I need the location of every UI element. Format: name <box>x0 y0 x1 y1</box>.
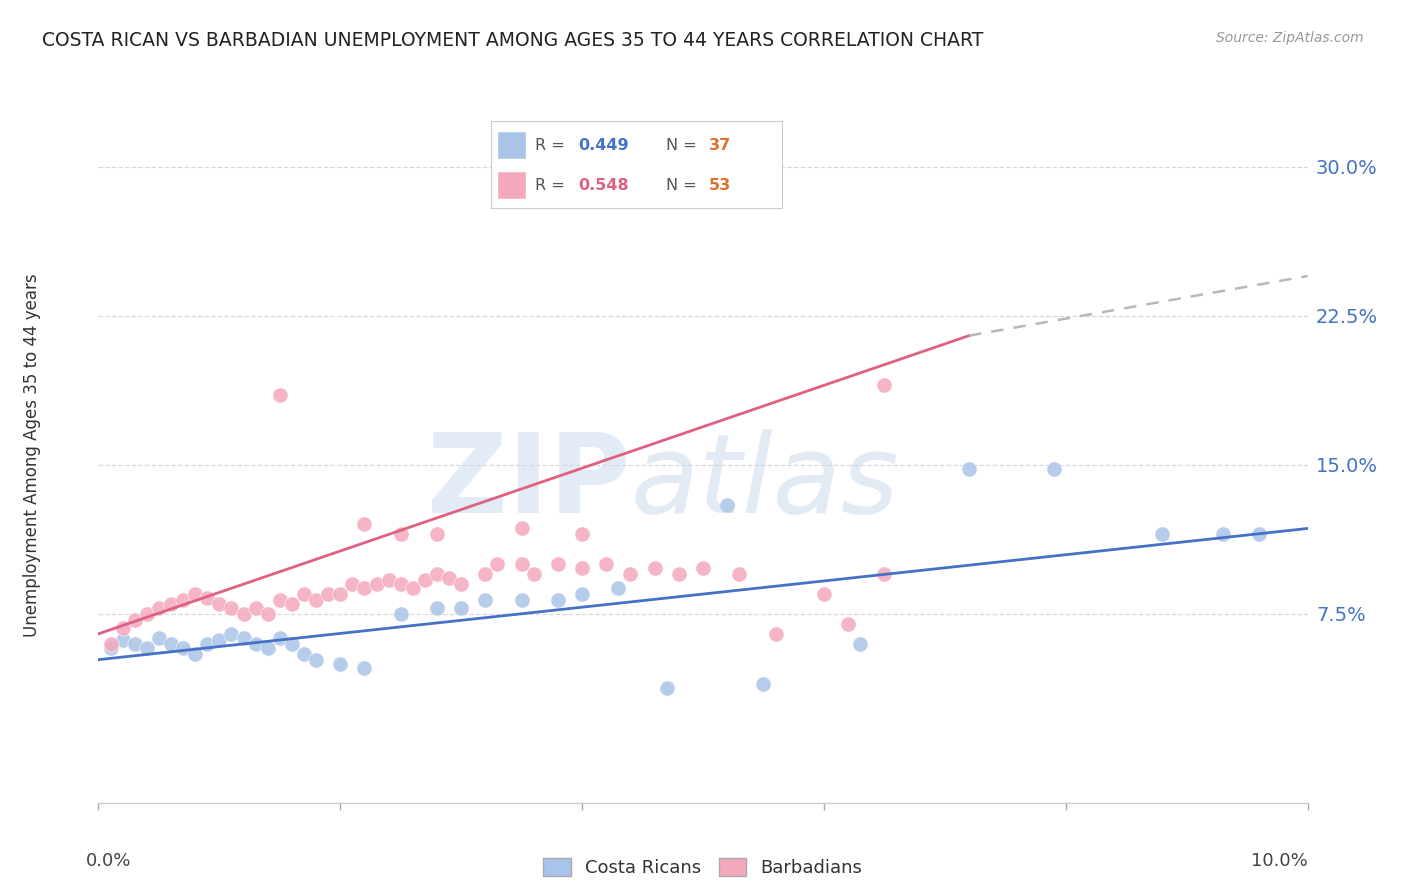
Text: COSTA RICAN VS BARBADIAN UNEMPLOYMENT AMONG AGES 35 TO 44 YEARS CORRELATION CHAR: COSTA RICAN VS BARBADIAN UNEMPLOYMENT AM… <box>42 31 984 50</box>
Point <box>510 593 533 607</box>
Point <box>813 587 835 601</box>
Point <box>208 632 231 647</box>
Point <box>111 621 134 635</box>
Point <box>221 601 243 615</box>
Point <box>413 573 436 587</box>
Point <box>195 591 218 605</box>
Point <box>316 587 339 601</box>
Point <box>450 601 472 615</box>
Point <box>111 632 134 647</box>
Point <box>547 593 569 607</box>
Point <box>765 627 787 641</box>
Point <box>135 607 157 621</box>
Point <box>124 613 146 627</box>
Point <box>957 462 980 476</box>
Point <box>437 571 460 585</box>
Point <box>100 637 122 651</box>
Point <box>148 631 170 645</box>
Point <box>281 597 304 611</box>
Point <box>668 567 690 582</box>
Point <box>124 637 146 651</box>
Point <box>619 567 641 582</box>
Point <box>728 567 751 582</box>
Point <box>837 616 859 631</box>
Point <box>752 676 775 690</box>
Point <box>366 577 388 591</box>
Point <box>256 640 278 655</box>
Point <box>389 577 412 591</box>
Point <box>269 388 291 402</box>
Point <box>135 640 157 655</box>
Point <box>342 577 364 591</box>
Point <box>389 607 412 621</box>
Point <box>426 601 449 615</box>
Point <box>292 647 315 661</box>
Point <box>184 587 207 601</box>
Point <box>269 593 291 607</box>
Point <box>160 597 183 611</box>
Point <box>426 567 449 582</box>
Point <box>305 653 328 667</box>
Point <box>523 567 546 582</box>
Point <box>329 587 352 601</box>
Point <box>353 517 375 532</box>
Point <box>486 558 509 572</box>
Point <box>655 681 678 695</box>
Text: Unemployment Among Ages 35 to 44 years: Unemployment Among Ages 35 to 44 years <box>22 273 41 637</box>
Point <box>377 573 399 587</box>
Point <box>353 581 375 595</box>
Point <box>329 657 352 671</box>
Point <box>292 587 315 601</box>
Point <box>402 581 425 595</box>
Point <box>281 637 304 651</box>
Point <box>873 378 896 392</box>
Text: Source: ZipAtlas.com: Source: ZipAtlas.com <box>1216 31 1364 45</box>
Point <box>595 558 617 572</box>
Point <box>607 581 630 595</box>
Point <box>571 561 593 575</box>
Text: ZIP: ZIP <box>427 429 630 536</box>
Point <box>571 527 593 541</box>
Point <box>1249 527 1271 541</box>
Point <box>644 561 666 575</box>
Point <box>172 593 194 607</box>
Point <box>474 593 496 607</box>
Point <box>450 577 472 591</box>
Point <box>245 601 267 615</box>
Point <box>100 640 122 655</box>
Legend: Costa Ricans, Barbadians: Costa Ricans, Barbadians <box>536 850 870 884</box>
Point <box>849 637 872 651</box>
Point <box>474 567 496 582</box>
Point <box>256 607 278 621</box>
Point <box>1212 527 1234 541</box>
Point <box>692 561 714 575</box>
Point <box>184 647 207 661</box>
Point <box>305 593 328 607</box>
Point <box>269 631 291 645</box>
Point <box>716 498 738 512</box>
Text: atlas: atlas <box>630 429 898 536</box>
Point <box>389 527 412 541</box>
Text: 0.0%: 0.0% <box>86 853 132 871</box>
Point <box>245 637 267 651</box>
Point <box>353 660 375 674</box>
Point <box>232 607 254 621</box>
Point <box>221 627 243 641</box>
Point <box>160 637 183 651</box>
Point <box>547 558 569 572</box>
Point <box>148 601 170 615</box>
Point <box>232 631 254 645</box>
Point <box>1042 462 1064 476</box>
Text: 10.0%: 10.0% <box>1251 853 1308 871</box>
Point <box>510 521 533 535</box>
Point <box>873 567 896 582</box>
Point <box>208 597 231 611</box>
Point <box>426 527 449 541</box>
Point <box>510 558 533 572</box>
Point <box>195 637 218 651</box>
Point <box>571 587 593 601</box>
Point <box>1152 527 1174 541</box>
Point <box>172 640 194 655</box>
